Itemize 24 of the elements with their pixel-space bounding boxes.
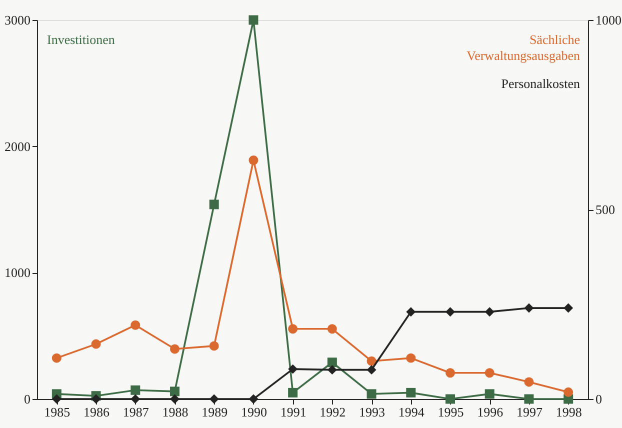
text: Investitionen xyxy=(47,32,116,47)
y2-tick-label: 500 xyxy=(596,202,615,217)
y-tick-label: 0 xyxy=(24,392,30,406)
x-tick-label: 1990 xyxy=(240,404,267,420)
x-tick-label: 1998 xyxy=(556,404,582,420)
x-tick-label: 1997 xyxy=(516,404,543,420)
x-tick-label: 1988 xyxy=(162,404,188,420)
text: Personalkosten xyxy=(501,76,580,91)
y-tick-label: 2000 xyxy=(4,138,30,154)
y2-tick-label: 1000 xyxy=(596,12,622,28)
x-tick-label: 1993 xyxy=(359,404,386,420)
x-tick-label: 1994 xyxy=(398,404,425,420)
x-tick-label: 1995 xyxy=(438,404,464,420)
y2-tick-label: 0 xyxy=(596,392,602,406)
x-tick-label: 1992 xyxy=(320,404,346,420)
x-tick-label: 1996 xyxy=(477,404,504,420)
x-tick-label: 1991 xyxy=(280,404,306,420)
x-tick-label: 1986 xyxy=(84,404,110,420)
y-tick-label: 1000 xyxy=(4,265,30,280)
x-tick-label: 1987 xyxy=(122,404,150,420)
x-tick-label: 1989 xyxy=(202,404,228,420)
text: Sächliche Verwaltungsausgaben xyxy=(466,32,580,63)
y-tick-label: 3000 xyxy=(4,12,30,28)
x-tick-label: 1985 xyxy=(44,404,70,420)
